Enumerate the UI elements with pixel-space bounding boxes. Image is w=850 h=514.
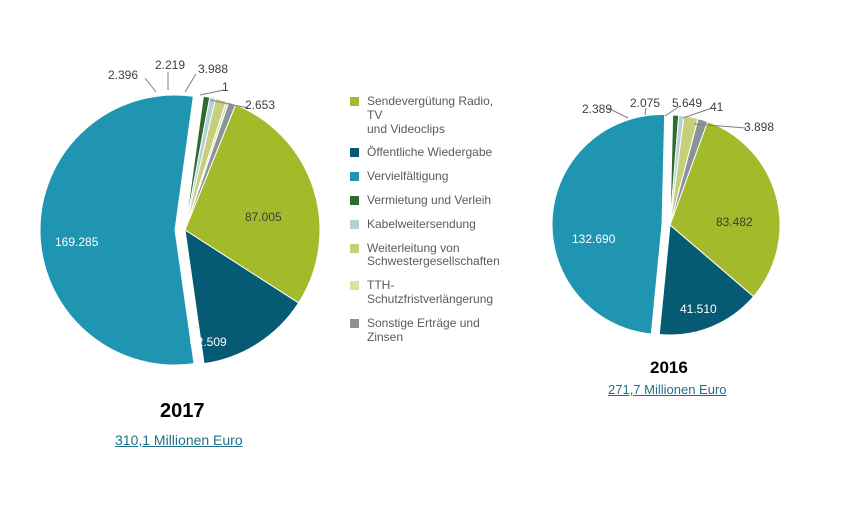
slice-value-label: 83.482 xyxy=(716,215,753,229)
pie-chart-2016 xyxy=(0,0,850,514)
slice-value-label: 2.389 xyxy=(582,102,612,116)
slice-value-label: 5.649 xyxy=(672,96,702,110)
slice-value-label: 41.510 xyxy=(680,302,717,316)
pie-slice-verv xyxy=(552,115,665,334)
year-label-2016: 2016 xyxy=(650,358,688,378)
slice-value-label: 132.690 xyxy=(572,232,615,246)
slice-value-label: 2.075 xyxy=(630,96,660,110)
total-label-2016: 271,7 Millionen Euro xyxy=(608,382,727,397)
slice-value-label: 3.898 xyxy=(744,120,774,134)
slice-value-label: 41 xyxy=(710,100,723,114)
